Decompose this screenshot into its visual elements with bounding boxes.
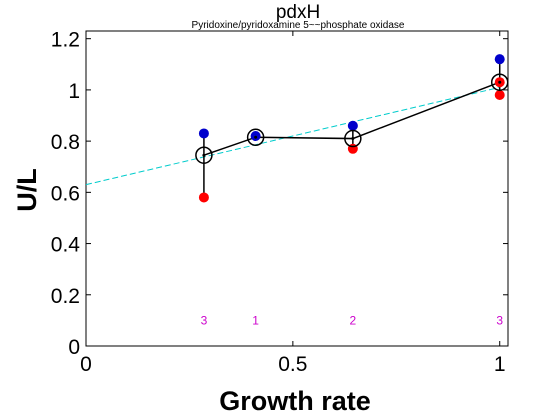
red-point-0 bbox=[198, 192, 209, 203]
x-tick-label-2: 1 bbox=[494, 353, 506, 376]
mean-line bbox=[203, 81, 500, 156]
mean-dot-2 bbox=[351, 137, 355, 141]
y-tick-label-3: 0.6 bbox=[51, 182, 80, 205]
chart-subtitle: Pyridoxine/pyridoxamine 5~~phosphate oxi… bbox=[192, 20, 405, 31]
mean-dot-1 bbox=[254, 135, 258, 139]
count-label-0: 3 bbox=[201, 313, 208, 327]
mean-marker-2 bbox=[344, 129, 362, 148]
chart-title: pdxH bbox=[276, 2, 320, 23]
mean-marker-0 bbox=[195, 146, 213, 164]
count-label-2: 2 bbox=[350, 313, 357, 327]
mean-marker-1 bbox=[246, 128, 265, 147]
fit-line-layer bbox=[85, 86, 500, 186]
y-tick-label-6: 1.2 bbox=[51, 29, 80, 52]
blue-point-3 bbox=[494, 54, 505, 65]
y-tick-label-2: 0.4 bbox=[51, 234, 81, 257]
blue-point-2 bbox=[347, 120, 358, 131]
mean-marker-3 bbox=[490, 73, 509, 91]
points-layer bbox=[195, 54, 509, 203]
mean-line-layer bbox=[203, 81, 500, 156]
blue-point-0 bbox=[198, 128, 209, 139]
x-tick-label-1: 0.5 bbox=[278, 353, 307, 376]
y-tick-label-4: 0.8 bbox=[51, 131, 80, 154]
red-point-2 bbox=[494, 90, 505, 101]
y-tick-label-1: 0.2 bbox=[51, 285, 80, 308]
y-tick-label-0: 0 bbox=[68, 336, 80, 359]
ticks-layer: 0 0.2 0.4 0.6 0.8 1 1.2 0 0.5 1 bbox=[51, 29, 508, 376]
plot-area bbox=[85, 30, 509, 347]
fit-line bbox=[85, 86, 500, 186]
x-axis-label: Growth rate bbox=[219, 386, 371, 416]
mean-dot-3 bbox=[498, 80, 502, 84]
count-labels-layer: 3 1 2 3 bbox=[201, 313, 504, 327]
x-tick-label-0: 0 bbox=[80, 353, 92, 376]
count-label-1: 1 bbox=[252, 313, 259, 327]
count-label-3: 3 bbox=[496, 313, 503, 327]
mean-dot-0 bbox=[202, 153, 206, 157]
y-tick-label-5: 1 bbox=[68, 80, 80, 103]
y-axis-label: U/L bbox=[12, 168, 42, 212]
